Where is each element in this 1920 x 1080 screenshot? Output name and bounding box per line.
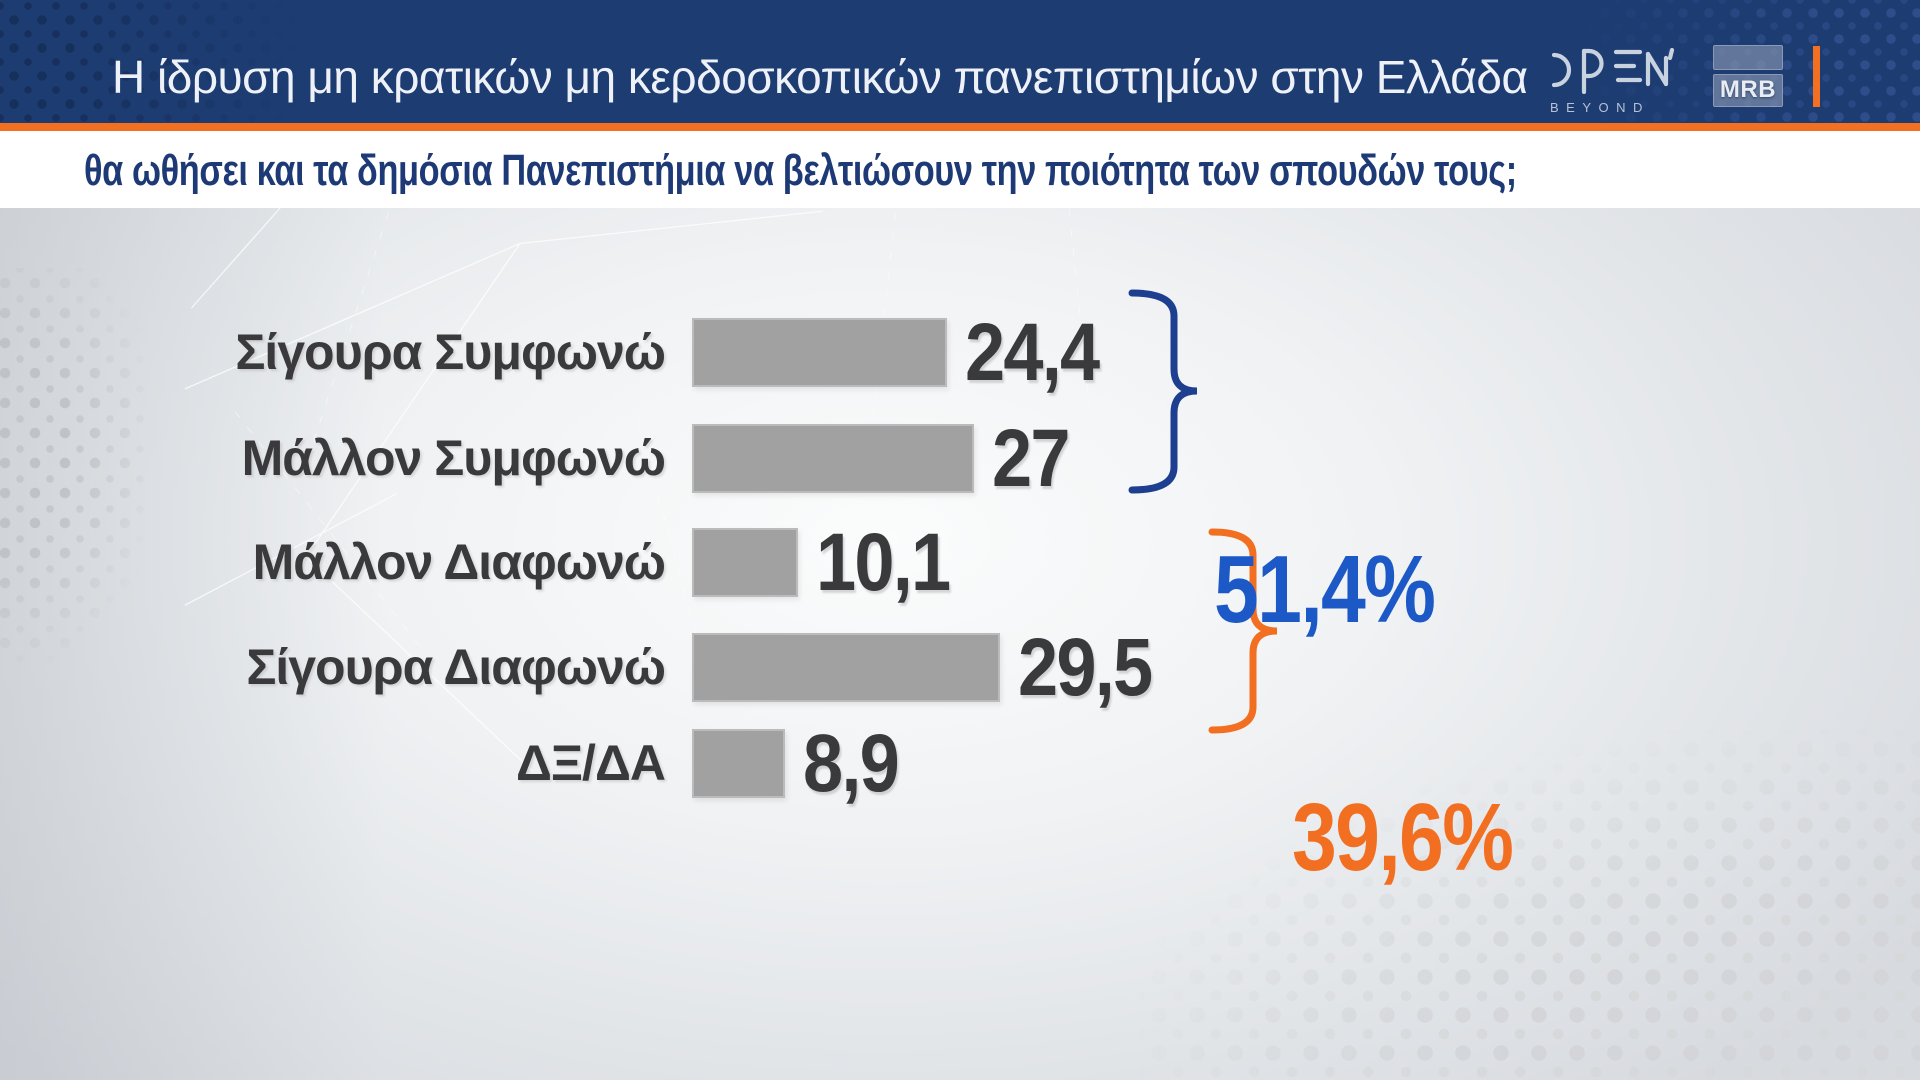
disagree-total: 39,6% [1292, 784, 1514, 891]
category-label: Σίγουρα Συμφωνώ [235, 324, 666, 380]
dot-pattern-bottom-right [1140, 730, 1920, 1080]
value-label: 29,5 [1018, 622, 1153, 713]
agree-total: 51,4% [1214, 536, 1436, 643]
question-band: θα ωθήσει και τα δημόσια Πανεπιστήμια να… [0, 131, 1920, 208]
open-logo-icon [1551, 47, 1675, 95]
header-bar: Η ίδρυση μη κρατικών μη κερδοσκοπικών πα… [0, 0, 1920, 123]
bar [692, 528, 798, 597]
mrb-logo-top-box [1713, 45, 1783, 70]
page-title: Η ίδρυση μη κρατικών μη κερδοσκοπικών πα… [112, 51, 1528, 103]
category-label: Μάλλον Συμφωνώ [241, 430, 666, 486]
value-label: 27 [992, 413, 1071, 504]
chart-area: Σίγουρα Συμφωνώ 24,4 Μάλλον Συμφωνώ 27 Μ… [0, 208, 1920, 1080]
orange-divider [0, 123, 1920, 131]
open-beyond-logo: BEYOND [1544, 47, 1684, 115]
poll-question: θα ωθήσει και τα δημόσια Πανεπιστήμια να… [84, 146, 1517, 195]
bar [692, 729, 785, 798]
bar [692, 318, 947, 387]
category-label: Μάλλον Διαφωνώ [252, 534, 666, 590]
mrb-logo: MRB [1713, 45, 1783, 107]
bar [692, 633, 1000, 702]
category-label: Σίγουρα Διαφωνώ [246, 639, 666, 695]
blue-bracket [1128, 289, 1198, 494]
orange-accent-tick [1813, 46, 1820, 107]
mrb-logo-text: MRB [1713, 74, 1783, 107]
value-label: 24,4 [965, 307, 1100, 398]
value-label: 10,1 [816, 517, 951, 608]
bar [692, 424, 974, 493]
open-logo-tagline: BEYOND [1550, 100, 1650, 115]
value-label: 8,9 [803, 718, 900, 809]
category-label: ΔΞ/ΔΑ [515, 735, 666, 791]
